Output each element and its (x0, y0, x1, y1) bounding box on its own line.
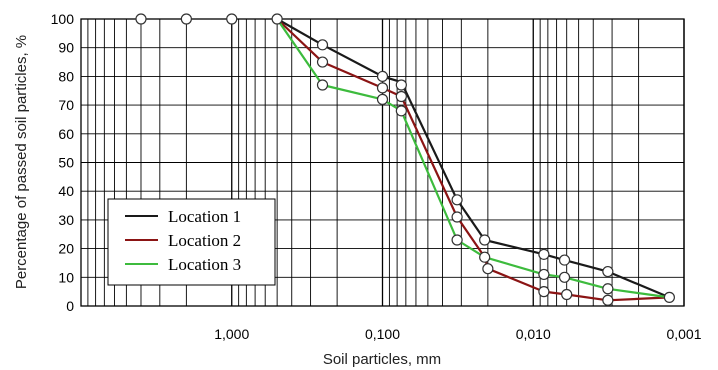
data-point (561, 288, 573, 301)
data-point (376, 82, 389, 94)
y-tick-label: 40 (58, 183, 74, 199)
data-point (451, 234, 463, 246)
data-point (538, 268, 550, 281)
legend-box (107, 198, 276, 286)
data-point (602, 294, 614, 306)
data-point (558, 271, 571, 283)
data-point (538, 248, 550, 260)
x-axis-label: Soil particles, mm (323, 351, 441, 368)
y-axis-label: Percentage of passed soil particles, % (13, 35, 30, 289)
data-point (376, 93, 389, 105)
y-tick-label: 60 (58, 126, 74, 142)
data-point (602, 283, 614, 295)
x-tick-label: 0,100 (365, 326, 400, 342)
y-tick-label: 50 (58, 155, 74, 171)
legend: Location 1 Location 2 Location 3 (107, 198, 276, 286)
data-point (316, 79, 329, 91)
data-point (395, 90, 407, 103)
x-tick-label: 0,010 (516, 326, 551, 342)
data-point (395, 79, 407, 91)
y-tick-label: 20 (58, 241, 74, 257)
legend-label-location-2: Location 2 (168, 231, 241, 250)
data-point (558, 254, 571, 266)
y-tick-label: 70 (58, 97, 74, 113)
series-line-location-2 (276, 18, 670, 302)
y-tick-label: 30 (58, 212, 74, 228)
y-tick-label: 90 (58, 40, 74, 56)
data-point (451, 211, 463, 223)
data-point (538, 286, 550, 298)
series-line-location-1 (276, 18, 670, 299)
plot-frame (80, 18, 685, 307)
data-point (479, 251, 491, 263)
data-point (395, 105, 407, 117)
y-tick-label: 10 (58, 269, 74, 285)
data-point (663, 291, 675, 303)
legend-label-location-1: Location 1 (168, 207, 241, 226)
data-point (376, 70, 389, 83)
data-point (271, 13, 283, 25)
data-point (482, 263, 494, 275)
data-point (135, 13, 147, 25)
data-point (602, 265, 614, 278)
data-point (180, 13, 192, 25)
data-point (316, 56, 329, 68)
data-point (316, 39, 329, 51)
series-line-location-3 (276, 18, 670, 299)
y-tick-label: 0 (66, 298, 74, 314)
data-markers (135, 13, 675, 306)
x-tick-labels: 1,000 0,100 0,010 0,001 (214, 326, 701, 342)
y-tick-labels: 0 10 20 30 40 50 60 70 80 90 100 (51, 11, 75, 314)
y-tick-label: 100 (51, 11, 75, 27)
data-point (226, 13, 238, 25)
data-point (479, 234, 491, 246)
x-tick-label: 1,000 (214, 326, 249, 342)
series-lines (276, 18, 670, 302)
y-tick-label: 80 (58, 68, 74, 84)
legend-label-location-3: Location 3 (168, 255, 241, 274)
data-point (451, 194, 463, 206)
x-tick-label: 0,001 (666, 326, 701, 342)
